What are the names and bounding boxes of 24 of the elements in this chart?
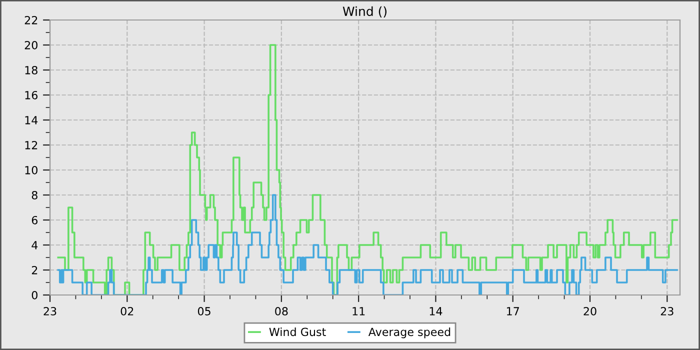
x-tick-label: 11 bbox=[352, 307, 365, 316]
y-tick-label: 22 bbox=[24, 16, 38, 24]
x-tick-label: 17 bbox=[507, 307, 519, 316]
x-tick-label: 23 bbox=[660, 307, 674, 316]
y-tick-label: 12 bbox=[25, 140, 38, 150]
x-tick-label: 20 bbox=[584, 307, 596, 316]
legend-label: Wind Gust bbox=[269, 327, 326, 336]
y-tick-label: 20 bbox=[24, 40, 38, 50]
y-tick-label: 2 bbox=[32, 266, 38, 274]
y-tick-label: 6 bbox=[32, 216, 38, 224]
x-tick-label: 23 bbox=[44, 307, 56, 316]
x-tick-label: 14 bbox=[430, 307, 442, 316]
y-tick-label: 16 bbox=[25, 90, 38, 100]
x-tick-label: 08 bbox=[275, 307, 288, 316]
x-tick-label: 02 bbox=[120, 307, 134, 316]
legend-label: Average speed bbox=[368, 327, 450, 338]
y-tick-label: 18 bbox=[25, 66, 38, 74]
y-tick-label: 14 bbox=[25, 116, 38, 124]
y-tick-label: 10 bbox=[25, 166, 38, 174]
y-tick-label: 0 bbox=[32, 290, 38, 300]
y-tick-label: 8 bbox=[32, 190, 38, 200]
chart-title: Wind () bbox=[342, 6, 386, 18]
y-tick-label: 4 bbox=[32, 241, 38, 250]
x-tick-label: 05 bbox=[198, 307, 210, 316]
